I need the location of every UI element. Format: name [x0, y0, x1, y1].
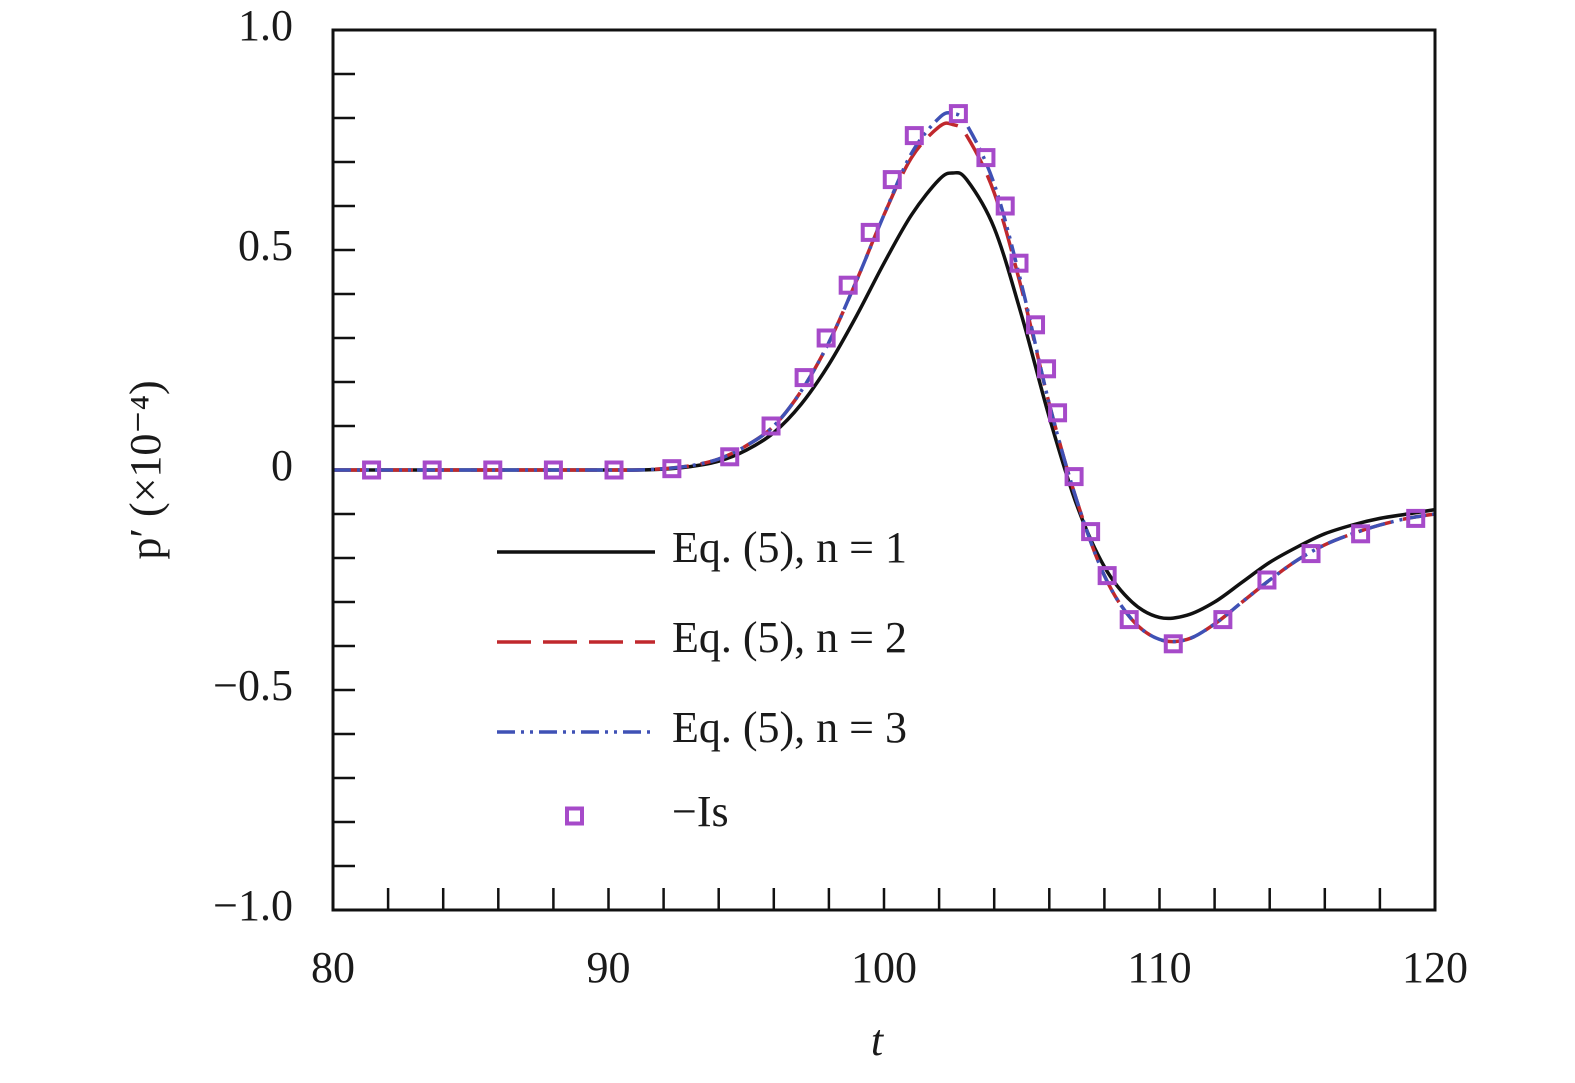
x-tick-label: 110 [1127, 943, 1191, 992]
y-axis-label: p′ (×10⁻⁴) [121, 380, 170, 559]
legend-label: Eq. (5), n = 2 [672, 613, 907, 662]
marker [948, 104, 968, 124]
marker [976, 148, 996, 168]
x-tick-label: 90 [587, 943, 631, 992]
legend-label: Eq. (5), n = 1 [672, 523, 907, 572]
marker [1037, 359, 1057, 379]
x-tick-label: 100 [851, 943, 917, 992]
marker [1301, 544, 1321, 564]
series-line [333, 111, 1436, 644]
marker [1163, 634, 1183, 654]
marker [794, 368, 814, 388]
marker [860, 222, 880, 242]
legend-label: −Is [672, 787, 729, 836]
marker [720, 447, 740, 467]
marker [1097, 566, 1117, 586]
marker [1048, 403, 1068, 423]
marker [1119, 610, 1139, 630]
marker [662, 459, 682, 479]
y-tick-label: 1.0 [238, 1, 293, 50]
legend-marker [565, 806, 584, 826]
y-tick-label: −0.5 [213, 661, 293, 710]
marker [1257, 570, 1277, 590]
marker [995, 196, 1015, 216]
marker [838, 275, 858, 295]
marker [543, 460, 563, 480]
x-axis-label: t [871, 1016, 885, 1065]
marker [362, 460, 382, 480]
marker [1213, 610, 1233, 630]
marker [882, 170, 902, 190]
marker [1406, 508, 1426, 528]
marker [604, 460, 624, 480]
marker [1351, 524, 1371, 544]
marker [816, 328, 836, 348]
x-tick-label: 80 [311, 943, 355, 992]
marker [422, 460, 442, 480]
marker [1009, 253, 1029, 273]
y-tick-label: 0.5 [238, 221, 293, 270]
marker [483, 460, 503, 480]
marker [761, 416, 781, 436]
y-tick-label: −1.0 [213, 881, 293, 930]
marker [904, 126, 924, 146]
plot-frame [331, 28, 1437, 912]
legend-label: Eq. (5), n = 3 [672, 703, 907, 752]
marker [1081, 522, 1101, 542]
marker [1026, 315, 1046, 335]
y-tick-label: 0 [271, 441, 293, 490]
x-tick-label: 120 [1402, 943, 1468, 992]
marker [1064, 467, 1084, 487]
